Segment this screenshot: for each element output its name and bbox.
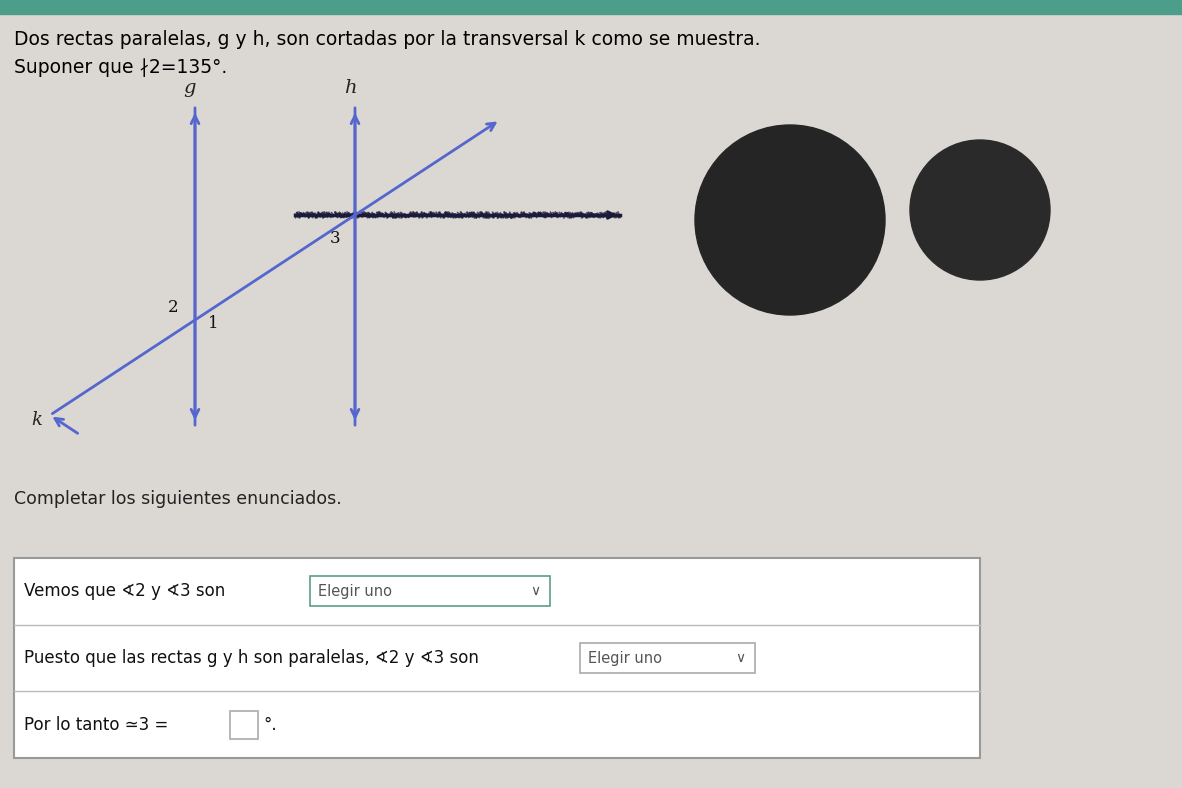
FancyBboxPatch shape: [14, 558, 980, 758]
FancyBboxPatch shape: [230, 711, 258, 738]
Text: k: k: [31, 411, 43, 429]
Text: 1: 1: [208, 315, 219, 332]
Text: Vemos que ∢2 y ∢3 son: Vemos que ∢2 y ∢3 son: [24, 582, 226, 600]
Text: g: g: [183, 79, 196, 97]
Text: h: h: [344, 79, 356, 97]
FancyBboxPatch shape: [310, 576, 550, 606]
Text: 2: 2: [168, 299, 178, 316]
FancyBboxPatch shape: [580, 643, 755, 673]
Text: ∨: ∨: [735, 651, 745, 665]
Bar: [0, 0, 1182, 14]
Text: ∨: ∨: [530, 585, 540, 598]
Text: Completar los siguientes enunciados.: Completar los siguientes enunciados.: [14, 490, 342, 508]
Text: Dos rectas paralelas, g y h, son cortadas por la transversal k como se muestra.: Dos rectas paralelas, g y h, son cortada…: [14, 30, 760, 49]
Text: Por lo tanto ≃3 =: Por lo tanto ≃3 =: [24, 716, 174, 734]
Text: 3: 3: [330, 230, 340, 247]
Text: °.: °.: [264, 716, 277, 734]
Circle shape: [695, 125, 885, 315]
Text: Elegir uno: Elegir uno: [318, 584, 392, 599]
Circle shape: [910, 140, 1050, 280]
Text: Suponer que ∤2=135°.: Suponer que ∤2=135°.: [14, 58, 227, 77]
Text: Elegir uno: Elegir uno: [587, 651, 662, 666]
Text: Puesto que las rectas g y h son paralelas, ∢2 y ∢3 son: Puesto que las rectas g y h son paralela…: [24, 649, 479, 667]
